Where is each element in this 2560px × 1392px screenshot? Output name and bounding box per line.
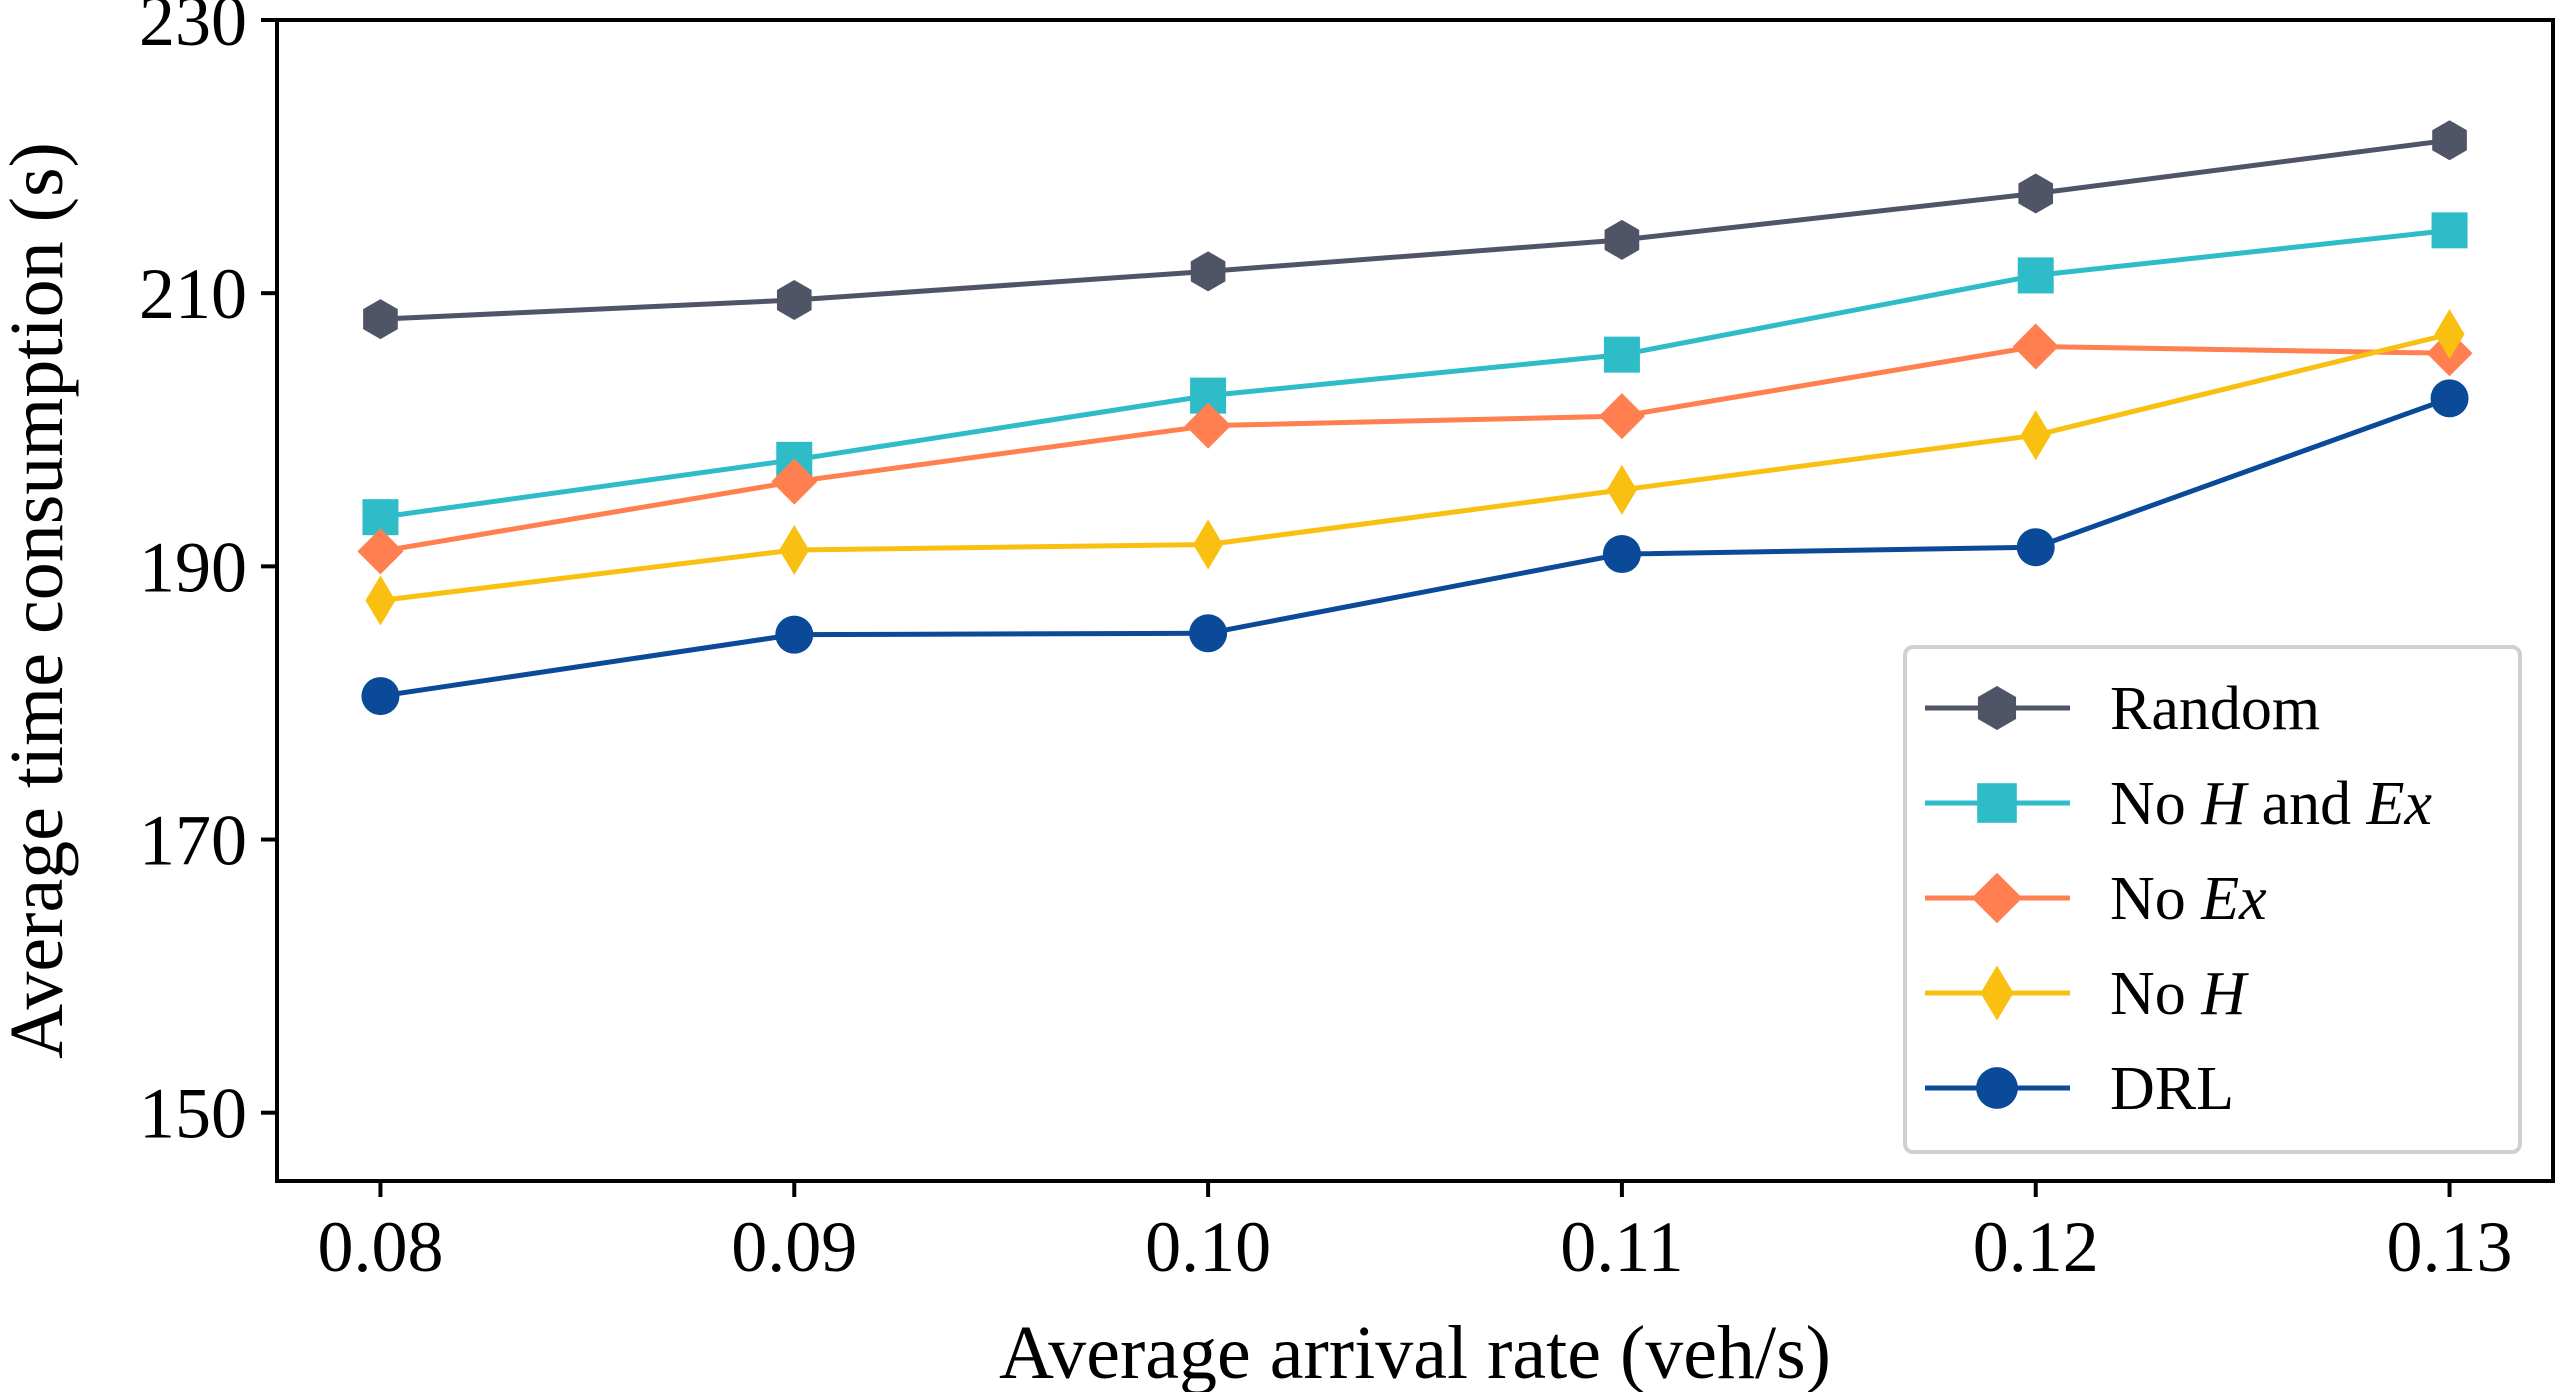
x-tick-label: 0.10 xyxy=(1145,1207,1271,1287)
x-tick-label: 0.11 xyxy=(1560,1207,1683,1287)
data-point-no-ex xyxy=(771,458,818,505)
y-tick-label: 150 xyxy=(139,1074,247,1154)
data-point-random xyxy=(1190,251,1226,292)
data-point-random xyxy=(776,280,812,321)
data-point-no-h-and-ex xyxy=(1603,336,1640,373)
x-tick-label: 0.08 xyxy=(317,1207,443,1287)
data-point-drl xyxy=(2430,379,2469,418)
y-axis: 150 170 190 210 230 xyxy=(139,0,277,1154)
legend: Random No H and Ex No Ex No H DRL xyxy=(1903,645,2522,1154)
data-point-random xyxy=(363,299,398,340)
data-point-random xyxy=(2018,173,2054,214)
legend-marker-random xyxy=(1977,686,2017,730)
series-line-no-h-and-ex xyxy=(380,227,2450,520)
data-point-no-ex xyxy=(357,528,404,575)
legend-marker-no-h-and-ex xyxy=(1977,783,2017,823)
data-point-no-ex xyxy=(1598,393,1645,440)
x-axis: 0.08 0.09 0.10 0.11 0.12 0.13 xyxy=(317,1181,2513,1287)
data-point-drl xyxy=(361,677,400,716)
data-point-no-ex xyxy=(2012,323,2059,370)
data-point-drl xyxy=(1189,614,1228,653)
y-tick-label: 230 xyxy=(139,0,247,61)
legend-box xyxy=(1903,645,2522,1154)
data-point-no-h xyxy=(2434,309,2465,360)
legend-label-drl: DRL xyxy=(2110,1055,2234,1123)
series-line-no-h xyxy=(380,331,2451,603)
plot-frame xyxy=(275,18,2555,1183)
x-axis-label: Average arrival rate (veh/s) xyxy=(999,1311,1831,1392)
legend-marker-no-ex xyxy=(1971,872,2023,924)
x-tick-label: 0.09 xyxy=(731,1207,857,1287)
y-axis-label: Average time consumption (s) xyxy=(0,142,79,1059)
data-point-random xyxy=(2432,120,2467,161)
x-tick-label: 0.12 xyxy=(1973,1207,2099,1287)
legend-label-no-h-and-ex: No H and Ex xyxy=(2110,770,2432,838)
data-point-no-h xyxy=(1193,519,1224,570)
legend-label-random: Random xyxy=(2110,675,2320,743)
legend-marker-drl xyxy=(1976,1067,2018,1109)
data-point-random xyxy=(1604,219,1640,260)
data-point-no-h xyxy=(2020,410,2051,461)
data-point-no-h-and-ex xyxy=(2017,257,2054,294)
data-point-no-h xyxy=(1606,464,1637,515)
data-point-no-h xyxy=(779,524,810,575)
y-tick-label: 170 xyxy=(139,801,247,881)
data-point-drl xyxy=(1602,535,1641,574)
legend-marker-no-h xyxy=(1980,965,2014,1021)
series-line-random xyxy=(380,137,2450,322)
data-point-drl xyxy=(775,615,814,654)
data-point-no-h xyxy=(365,575,396,626)
data-point-drl xyxy=(2016,528,2055,567)
data-point-no-ex xyxy=(1185,402,1232,449)
y-tick-label: 190 xyxy=(139,527,247,607)
data-point-no-h-and-ex xyxy=(2431,212,2468,249)
plot-lines xyxy=(380,137,2451,699)
plot-markers xyxy=(357,120,2473,716)
y-tick-label: 210 xyxy=(139,254,247,334)
legend-label-no-h: No H xyxy=(2110,960,2249,1028)
x-tick-label: 0.13 xyxy=(2387,1207,2513,1287)
series-line-no-ex xyxy=(380,343,2450,554)
legend-label-no-ex: No Ex xyxy=(2110,865,2267,933)
series-line-drl xyxy=(380,395,2451,699)
